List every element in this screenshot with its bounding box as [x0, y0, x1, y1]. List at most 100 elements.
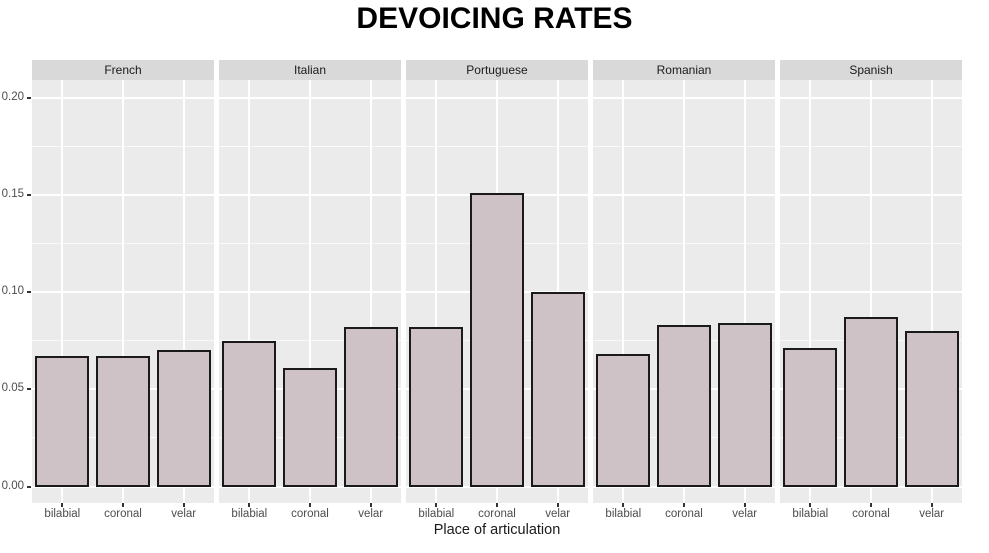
y-tick-label: 0.20: [1, 90, 24, 103]
x-tick-mark: [248, 503, 251, 507]
bar-romanian-bilabial: [596, 354, 651, 487]
bar-portuguese-bilabial: [409, 327, 464, 487]
facet-panel: [406, 80, 588, 503]
x-tick-label: velar: [919, 508, 945, 520]
x-tick-label: coronal: [104, 508, 142, 520]
x-tick-label: bilabial: [605, 508, 642, 520]
x-labels-row: bilabial coronal velar: [406, 507, 588, 524]
facet-panel: [593, 80, 775, 503]
x-labels-row: bilabial coronal velar: [219, 507, 401, 524]
x-tick-label: velar: [358, 508, 384, 520]
facets: French bilabial coronal velar Italian bilabia…: [32, 60, 962, 524]
bar-spanish-bilabial: [783, 348, 838, 487]
facet-strip-label: Italian: [219, 60, 401, 80]
bar-french-bilabial: [35, 356, 90, 487]
gridline-vertical-major: [369, 80, 372, 503]
gridline-vertical-major: [870, 80, 872, 503]
x-tick-label: coronal: [291, 508, 329, 520]
bar-romanian-velar: [717, 323, 772, 487]
facet-italian: Italian bilabial coronal velar: [219, 60, 401, 524]
x-labels-row: bilabial coronal velar: [593, 507, 775, 524]
gridline-vertical-major: [683, 80, 685, 503]
gridline-vertical-major: [122, 80, 124, 503]
x-tick-mark: [435, 503, 438, 507]
y-tick-label: 0.10: [1, 285, 24, 297]
x-labels-row: bilabial coronal velar: [32, 507, 214, 524]
y-tick-mark: [27, 485, 31, 488]
bar-portuguese-velar: [530, 292, 585, 487]
x-tick-mark: [369, 503, 372, 507]
x-tick-mark: [622, 503, 625, 507]
y-tick-label: 0.00: [1, 479, 24, 492]
x-tick-mark: [122, 503, 124, 507]
facet-strip-label: French: [32, 60, 214, 80]
y-tick-label: 0.05: [1, 382, 24, 395]
facet-strip-label: Romanian: [593, 60, 775, 80]
facet-panel: [32, 80, 214, 503]
x-tick-mark: [182, 503, 185, 507]
bar-french-coronal: [96, 356, 150, 487]
x-tick-label: bilabial: [792, 508, 829, 520]
x-tick-label: bilabial: [418, 508, 455, 520]
x-tick-label: coronal: [665, 508, 703, 520]
y-tick-mark: [27, 388, 31, 391]
bar-italian-velar: [343, 327, 398, 487]
facet-portuguese: Portuguese bilabial coronal velar: [406, 60, 588, 524]
x-tick-mark: [683, 503, 685, 507]
x-ticks-row: [406, 503, 588, 507]
x-axis-title: Place of articulation: [433, 522, 561, 538]
facet-strip-label: Spanish: [780, 60, 962, 80]
gridline-vertical-major: [182, 80, 185, 503]
y-tick-mark: [27, 96, 31, 99]
chart-title: DEVOICING RATES: [356, 2, 633, 35]
gridline-vertical-major: [743, 80, 746, 503]
x-tick-label: coronal: [478, 508, 516, 520]
x-tick-label: bilabial: [44, 508, 81, 520]
facet-panel: [780, 80, 962, 503]
gridline-vertical-major: [61, 80, 64, 503]
bar-romanian-coronal: [657, 325, 711, 487]
bar-spanish-velar: [904, 330, 959, 487]
y-axis: 0.00 0.05 0.10 0.15 0.20: [0, 80, 32, 503]
x-tick-mark: [870, 503, 872, 507]
facet-french: French bilabial coronal velar: [32, 60, 214, 524]
x-tick-label: velar: [545, 508, 571, 520]
x-tick-mark: [61, 503, 64, 507]
bar-italian-bilabial: [222, 340, 277, 487]
gridline-vertical-major: [809, 80, 812, 503]
x-tick-label: velar: [732, 508, 758, 520]
x-tick-mark: [556, 503, 559, 507]
gridline-vertical-major: [930, 80, 933, 503]
facet-spanish: Spanish bilabial coronal velar: [780, 60, 962, 524]
gridline-vertical-major: [309, 80, 311, 503]
bar-spanish-coronal: [844, 317, 898, 487]
y-tick-mark: [27, 193, 31, 196]
gridline-vertical-major: [622, 80, 625, 503]
facet-panel: [219, 80, 401, 503]
bar-portuguese-coronal: [470, 192, 524, 487]
x-tick-mark: [496, 503, 498, 507]
x-tick-mark: [743, 503, 746, 507]
facet-strip-label: Portuguese: [406, 60, 588, 80]
x-tick-label: velar: [171, 508, 197, 520]
x-tick-mark: [809, 503, 812, 507]
bar-french-velar: [156, 350, 211, 487]
gridline-vertical-major: [556, 80, 559, 503]
x-ticks-row: [593, 503, 775, 507]
x-ticks-row: [219, 503, 401, 507]
y-tick-mark: [27, 291, 31, 293]
x-ticks-row: [780, 503, 962, 507]
facet-romanian: Romanian bilabial coronal velar: [593, 60, 775, 524]
x-tick-mark: [309, 503, 311, 507]
gridline-vertical-major: [435, 80, 438, 503]
x-tick-label: coronal: [852, 508, 890, 520]
x-tick-mark: [930, 503, 933, 507]
bar-italian-coronal: [283, 367, 337, 487]
chart-area: 0.00 0.05 0.10 0.15 0.20 French bilabial coron…: [0, 60, 962, 524]
x-labels-row: bilabial coronal velar: [780, 507, 962, 524]
x-ticks-row: [32, 503, 214, 507]
y-tick-label: 0.15: [1, 187, 24, 200]
gridline-vertical-major: [248, 80, 251, 503]
x-tick-label: bilabial: [231, 508, 268, 520]
